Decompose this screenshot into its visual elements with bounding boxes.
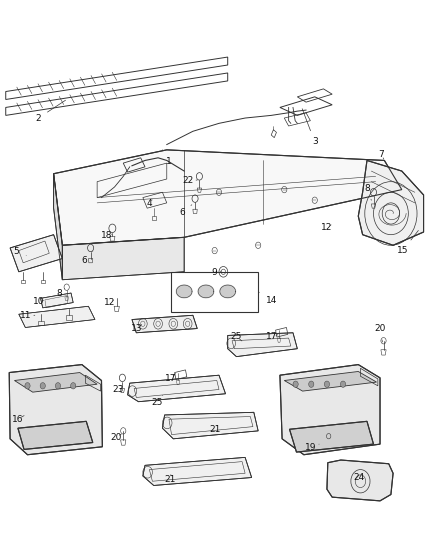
Polygon shape xyxy=(358,160,424,245)
Polygon shape xyxy=(327,460,393,501)
Polygon shape xyxy=(228,333,297,357)
Text: 2: 2 xyxy=(35,100,66,123)
Circle shape xyxy=(25,383,30,389)
Text: 17: 17 xyxy=(165,374,176,383)
Polygon shape xyxy=(19,306,95,327)
Text: 17: 17 xyxy=(266,332,278,341)
Polygon shape xyxy=(143,457,252,486)
Text: 15: 15 xyxy=(397,230,418,255)
Polygon shape xyxy=(9,365,102,455)
Polygon shape xyxy=(18,421,93,449)
Text: 3: 3 xyxy=(302,109,318,147)
Text: 1: 1 xyxy=(162,150,172,166)
Polygon shape xyxy=(41,293,73,308)
Circle shape xyxy=(324,381,329,387)
Text: 10: 10 xyxy=(33,297,45,306)
Text: 8: 8 xyxy=(56,288,65,297)
Text: 20: 20 xyxy=(110,433,121,442)
Text: 16: 16 xyxy=(12,415,24,424)
Circle shape xyxy=(340,381,346,387)
Circle shape xyxy=(71,383,76,389)
Text: 8: 8 xyxy=(364,183,371,200)
Circle shape xyxy=(293,381,298,387)
Circle shape xyxy=(55,383,60,389)
Text: 13: 13 xyxy=(131,324,142,333)
Text: 6: 6 xyxy=(179,205,192,217)
Polygon shape xyxy=(62,237,184,280)
Polygon shape xyxy=(14,373,97,392)
Circle shape xyxy=(309,381,314,387)
Polygon shape xyxy=(53,174,62,280)
Polygon shape xyxy=(177,285,192,298)
Text: 9: 9 xyxy=(212,268,221,277)
Text: 23: 23 xyxy=(112,385,124,394)
Text: 5: 5 xyxy=(14,247,26,256)
Text: 21: 21 xyxy=(164,475,176,484)
Polygon shape xyxy=(284,372,377,391)
Polygon shape xyxy=(290,421,374,452)
Text: 12: 12 xyxy=(104,298,115,307)
Polygon shape xyxy=(132,316,197,333)
Text: 22: 22 xyxy=(182,175,197,184)
Text: 25: 25 xyxy=(152,395,163,407)
Polygon shape xyxy=(53,150,402,245)
Polygon shape xyxy=(198,285,214,298)
Text: 7: 7 xyxy=(378,150,384,159)
Text: 24: 24 xyxy=(353,473,365,482)
Polygon shape xyxy=(220,285,236,298)
Text: 14: 14 xyxy=(259,292,277,305)
Text: 6: 6 xyxy=(81,252,93,265)
Circle shape xyxy=(40,383,46,389)
Text: 18: 18 xyxy=(102,231,113,240)
Text: 20: 20 xyxy=(374,324,386,342)
Text: 25: 25 xyxy=(231,332,242,341)
Text: 11: 11 xyxy=(20,311,35,320)
Text: 12: 12 xyxy=(321,223,332,232)
Polygon shape xyxy=(162,413,258,439)
Text: 21: 21 xyxy=(210,425,221,434)
Polygon shape xyxy=(280,365,380,455)
Text: 19: 19 xyxy=(305,443,319,453)
Polygon shape xyxy=(127,375,226,402)
Polygon shape xyxy=(10,235,62,272)
Text: 4: 4 xyxy=(147,199,152,208)
